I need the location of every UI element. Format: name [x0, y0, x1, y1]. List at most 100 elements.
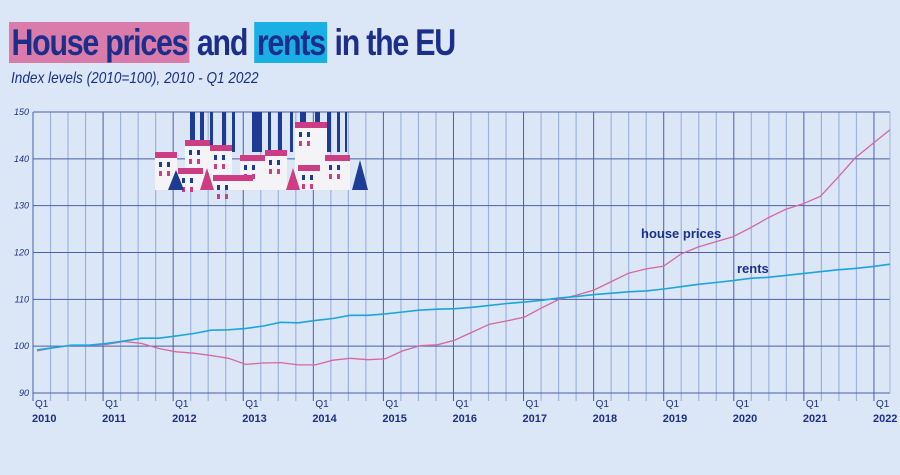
house-window: [159, 171, 162, 176]
house-roof: [298, 165, 320, 171]
x-tick-quarter: Q1: [35, 399, 49, 410]
house-window: [337, 165, 340, 170]
y-tick-label: 110: [15, 294, 29, 304]
title-rents: rents: [254, 22, 328, 63]
house-window: [217, 194, 220, 199]
chart-title: House prices and rents in the EU: [9, 22, 457, 64]
building-stripe: [278, 112, 282, 152]
x-tick-year: 2011: [102, 413, 126, 425]
house-window: [302, 184, 305, 189]
house-window: [329, 174, 332, 179]
house-roof: [178, 168, 203, 174]
house-window: [310, 175, 313, 180]
house-window: [190, 187, 193, 192]
house-roof: [295, 122, 327, 128]
house-roof: [325, 155, 350, 161]
tree-icon: [200, 168, 214, 190]
x-tick-quarter: Q1: [385, 399, 399, 410]
house: [298, 165, 320, 190]
house-window: [225, 194, 228, 199]
y-tick-label: 120: [14, 248, 29, 258]
house-window: [299, 141, 302, 146]
y-tick-label: 100: [14, 341, 29, 351]
x-tick-quarter: Q1: [736, 399, 750, 410]
house-window: [197, 159, 200, 164]
house-window: [225, 185, 228, 190]
house-window: [217, 185, 220, 190]
building-stripe: [252, 112, 262, 152]
house-roof: [210, 145, 232, 151]
house-window: [244, 165, 247, 170]
y-tick-label: 90: [19, 388, 29, 398]
house-window: [277, 160, 280, 165]
x-tick-year: 2013: [242, 413, 266, 425]
house-window: [214, 155, 217, 160]
house-roof: [155, 152, 177, 158]
chart-subtitle: Index levels (2010=100), 2010 - Q1 2022: [11, 70, 259, 87]
tree-icon: [168, 170, 184, 190]
house-window: [222, 155, 225, 160]
x-tick-quarter: Q1: [596, 399, 610, 410]
x-tick-year: 2018: [593, 413, 617, 425]
x-tick-year: 2017: [523, 413, 547, 425]
title-rest: in the EU: [334, 22, 457, 63]
x-tick-quarter: Q1: [455, 399, 469, 410]
tree-icon: [286, 168, 300, 190]
house: [155, 152, 177, 190]
series-label-rents: rents: [737, 261, 769, 276]
house-window: [182, 178, 185, 183]
series-lines: [36, 129, 891, 366]
y-tick-label: 140: [14, 154, 29, 164]
building-stripe: [268, 112, 271, 152]
house-window: [277, 169, 280, 174]
house-roof: [185, 140, 210, 146]
x-tick-quarter: Q1: [806, 399, 820, 410]
house-window: [269, 160, 272, 165]
x-tick-quarter: Q1: [315, 399, 329, 410]
building-stripe: [210, 112, 213, 152]
series-label-house-prices: house prices: [641, 226, 721, 241]
building-stripe: [222, 112, 226, 152]
house-window: [159, 162, 162, 167]
x-tick-year: 2015: [382, 413, 406, 425]
house-window: [307, 141, 310, 146]
x-tick-year: 2010: [32, 413, 56, 425]
house-window: [197, 150, 200, 155]
house-window: [310, 184, 313, 189]
tree-icon: [352, 160, 368, 190]
y-tick-label: 150: [14, 107, 29, 117]
house-window: [269, 169, 272, 174]
house-roof: [213, 175, 253, 181]
x-tick-year: 2022: [873, 413, 897, 425]
x-tick-year: 2020: [733, 413, 757, 425]
house-window: [189, 159, 192, 164]
x-tick-quarter: Q1: [175, 399, 189, 410]
x-tick-quarter: Q1: [105, 399, 119, 410]
series-line-house-prices: [36, 129, 891, 366]
house-window: [190, 178, 193, 183]
building-stripe: [327, 112, 331, 152]
house-window: [167, 171, 170, 176]
building-stripe: [290, 112, 293, 152]
house-window: [214, 164, 217, 169]
x-tick-year: 2019: [663, 413, 687, 425]
house-window: [307, 132, 310, 137]
house-window: [299, 132, 302, 137]
building-stripe: [190, 112, 195, 152]
grid: [32, 111, 891, 401]
title-and: and: [196, 22, 248, 63]
house-window: [222, 164, 225, 169]
house-window: [252, 165, 255, 170]
house-window: [302, 175, 305, 180]
y-tick-label: 130: [14, 201, 29, 211]
house-window: [189, 150, 192, 155]
tick-labels: Q1 2010 Q1 2011 Q1 2012 Q1 2013 Q1 2014 Q1 2015 Q1 20…: [14, 107, 897, 425]
series-line-rents: [36, 263, 891, 351]
x-tick-quarter: Q1: [666, 399, 680, 410]
building-stripe: [337, 112, 340, 152]
x-tick-year: 2021: [803, 413, 827, 425]
x-tick-year: 2012: [172, 413, 196, 425]
house-window: [329, 165, 332, 170]
x-tick-quarter: Q1: [245, 399, 259, 410]
